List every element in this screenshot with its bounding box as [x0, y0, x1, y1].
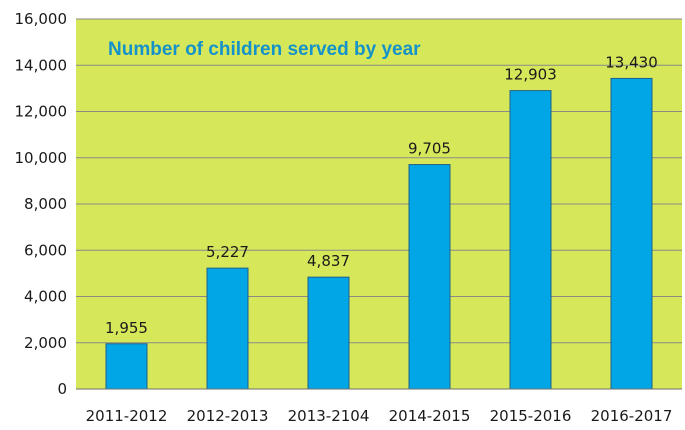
bar [509, 90, 552, 390]
data-label: 9,705 [408, 140, 451, 158]
y-tick-label: 0 [57, 380, 67, 398]
x-tick-label: 2011-2012 [86, 407, 168, 425]
y-tick-label: 6,000 [24, 241, 67, 259]
bars-group [105, 77, 653, 390]
y-tick-label: 10,000 [15, 149, 68, 167]
y-tick-label: 14,000 [15, 56, 68, 74]
x-tick-label: 2014-2015 [389, 407, 471, 425]
y-tick-label: 16,000 [15, 10, 68, 28]
data-label: 4,837 [307, 252, 350, 270]
bar [408, 164, 451, 390]
y-tick-label: 12,000 [15, 103, 68, 121]
x-tick-label: 2012-2013 [187, 407, 269, 425]
chart-title: Number of children served by year [108, 39, 421, 60]
data-labels: 1,955 5,227 4,837 9,705 12,903 13,430 [105, 53, 658, 336]
x-tick-label: 2016-2017 [591, 407, 673, 425]
bar [206, 267, 249, 390]
data-label: 13,430 [605, 53, 658, 71]
data-label: 5,227 [206, 243, 249, 261]
x-axis-tick-labels: 2011-2012 2012-2013 2013-2104 2014-2015 2015… [86, 407, 673, 425]
bar [307, 276, 350, 390]
x-tick-label: 2013-2104 [288, 407, 370, 425]
bar [105, 343, 148, 390]
y-tick-label: 4,000 [24, 288, 67, 306]
gridlines [76, 18, 682, 344]
bar [610, 77, 653, 390]
y-axis-tick-labels: 0 2,000 4,000 6,000 8,000 10,000 12,000 14,000 1… [15, 10, 68, 398]
y-tick-label: 2,000 [24, 334, 67, 352]
data-label: 12,903 [504, 66, 557, 84]
y-tick-label: 8,000 [24, 195, 67, 213]
x-tick-label: 2015-2016 [490, 407, 572, 425]
data-label: 1,955 [105, 319, 148, 337]
